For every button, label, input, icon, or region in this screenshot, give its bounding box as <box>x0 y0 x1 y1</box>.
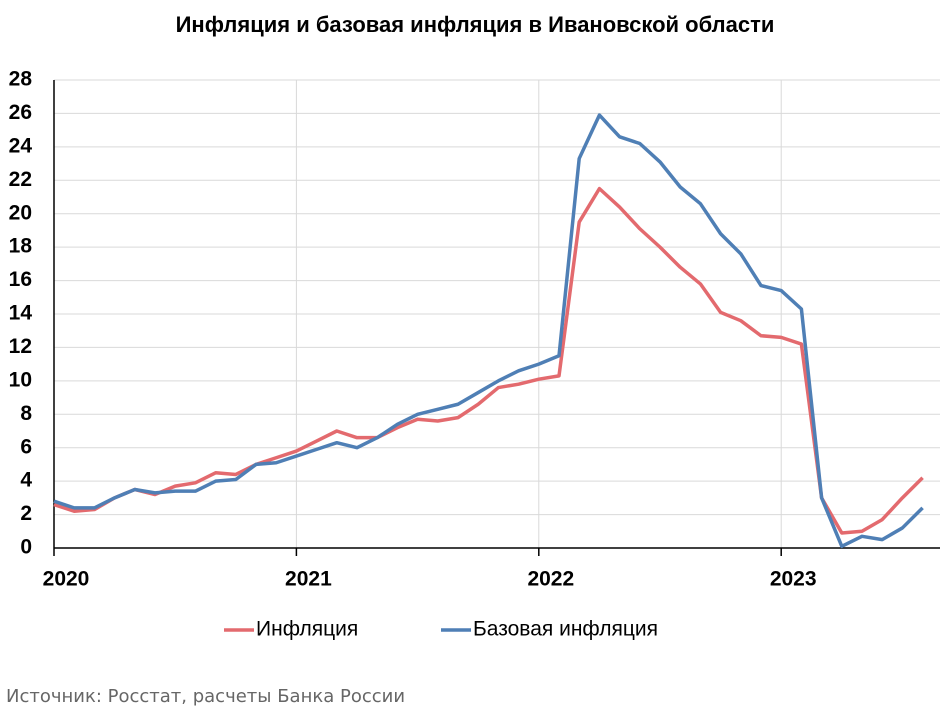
series-line <box>53 186 924 535</box>
legend-label: Базовая инфляция <box>473 618 658 641</box>
y-tick-label: 22 <box>9 168 32 191</box>
y-tick-label: 2 <box>20 502 32 525</box>
y-tick-label: 28 <box>9 68 33 91</box>
y-tick-label: 10 <box>9 368 32 391</box>
y-tick-label: 20 <box>9 201 32 224</box>
source-note: Источник: Росстат, расчеты Банка России <box>6 686 405 707</box>
y-tick-label: 26 <box>9 101 32 124</box>
y-tick-label: 24 <box>9 134 33 157</box>
series-line <box>53 113 924 549</box>
y-tick-label: 8 <box>20 402 32 425</box>
y-tick-label: 0 <box>20 536 32 559</box>
y-tick-label: 18 <box>9 235 33 258</box>
y-tick-label: 16 <box>9 268 32 291</box>
legend-label: Инфляция <box>256 618 358 641</box>
x-tick-label: 2023 <box>770 568 817 591</box>
chart-title: Инфляция и базовая инфляция в Ивановской… <box>176 12 775 37</box>
y-tick-label: 6 <box>20 435 32 458</box>
x-tick-label: 2022 <box>527 568 574 591</box>
y-tick-label: 4 <box>20 469 32 492</box>
y-tick-label: 12 <box>9 335 32 358</box>
x-tick-label: 2020 <box>43 568 90 591</box>
x-tick-label: 2021 <box>285 568 332 591</box>
y-tick-label: 14 <box>9 302 33 325</box>
